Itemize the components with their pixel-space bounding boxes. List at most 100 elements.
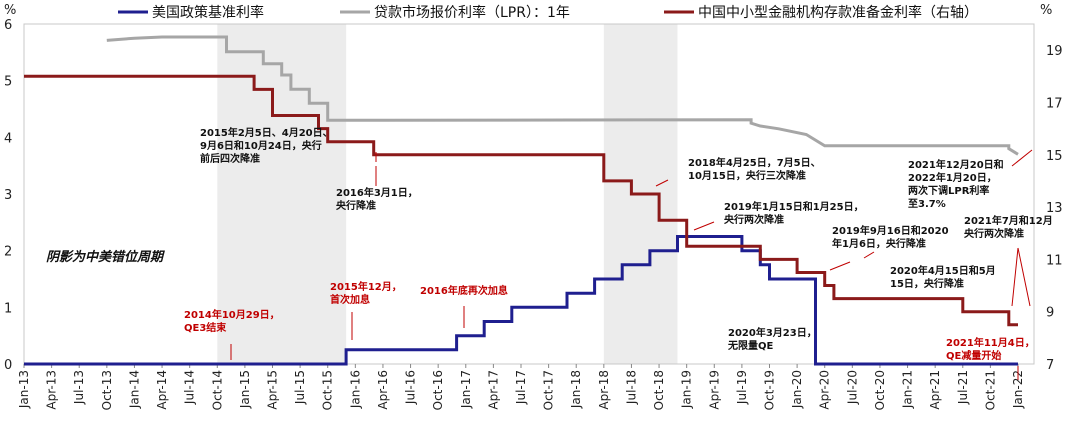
x-tick-label: Jan-21 [901,370,915,409]
right-tick-19: 19 [1046,44,1063,59]
x-tick-label: Jan-22 [1011,370,1025,409]
x-tick-label: Apr-13 [45,370,59,410]
annotation-arrow-5 [829,261,851,271]
x-tick-label: Oct-14 [210,370,224,410]
right-tick-13: 13 [1046,201,1063,216]
annotation-a2-line-2: 央行降准 [336,199,376,212]
annotation-a9-line-2: 无限量QE [727,339,774,352]
series-line-1 [24,235,1018,366]
annotation-arrow-13 [1011,149,1033,167]
annotation-a7-line-2: 2022年1月20日， [908,171,997,184]
x-tick-label: Oct-21 [983,370,997,410]
left-tick-3: 3 [4,188,12,203]
shade-note: 阴影为中美错位周期 [46,249,165,265]
annotation-a4-line-1: 2019年1月15日和1月25日， [724,200,864,213]
annotation-a8-line-1: 2021年7月和12月 [964,214,1053,227]
annotation-arrow-6 [863,251,875,259]
annotation-r3-line-1: 2016年底再次加息 [420,284,508,297]
annotation-a5-line-2: 年1月6日，央行降准 [832,237,926,250]
annotation-r1-line-2: QE3结束 [184,321,227,334]
annotation-a2-line-1: 2016年3月1日， [336,186,418,199]
x-tick-label: Oct-17 [542,370,556,410]
x-tick-label: Apr-15 [266,370,280,410]
x-tick-label: Apr-18 [597,370,611,410]
annotation-r2-line-2: 首次加息 [330,293,370,306]
x-tick-label: Jul-15 [293,370,307,405]
left-tick-4: 4 [4,131,12,146]
annotation-a4-line-2: 央行两次降准 [724,213,784,226]
x-tick-label: Oct-16 [431,370,445,410]
x-tick-label: Oct-13 [100,370,114,410]
x-tick-label: Jan-13 [17,370,31,409]
x-tick-label: Jan-20 [790,370,804,409]
annotation-a8-line-2: 央行两次降准 [964,227,1024,240]
annotation-arrow-11 [1017,247,1031,307]
x-tick-label: Jan-16 [348,370,362,409]
annotation-a7-line-1: 2021年12月20日和 [908,158,1004,171]
x-tick-label: Apr-17 [486,370,500,410]
x-ticks: Jan-13 Apr-13 Jul-13 Oct-13 Jan-14 Apr-14 Jul-… [17,364,1025,410]
annotation-a5-line-1: 2019年9月16日和2020 [832,224,949,237]
left-tick-5: 5 [4,75,12,90]
right-tick-7: 7 [1046,358,1054,373]
x-tick-label: Jan-18 [569,370,583,409]
x-tick-label: Jul-16 [404,370,418,405]
annotation-r1-line-1: 2014年10月29日， [184,308,280,321]
annotation-a7-line-3: 两次下调LPR利率 [908,184,989,197]
left-tick-0: 0 [4,358,12,373]
x-tick-label: Apr-14 [155,370,169,410]
right-tick-11: 11 [1046,253,1063,268]
x-tick-label: Oct-19 [763,370,777,410]
legend-label-lpr: 贷款市场报价利率（LPR）：1年 [374,4,570,21]
series-group [24,35,1019,366]
plot-area [23,23,1035,365]
x-tick-label: Oct-18 [652,370,666,410]
annotation-arrow-3 [655,179,669,187]
series-line-3 [24,74,1018,327]
left-tick-6: 6 [4,18,12,33]
annotation-a3-line-2: 10月15日，央行三次降准 [688,169,806,182]
right-tick-17: 17 [1046,96,1063,111]
x-tick-label: Apr-16 [376,370,390,410]
annotation-a6-line-1: 2020年4月15日和5月 [890,264,996,277]
annotation-r4-line-2: QE减量开始 [946,349,1001,362]
annotation-a1-line-3: 前后四次降准 [200,152,260,165]
left-tick-1: 1 [4,301,12,316]
x-tick-label: Apr-19 [707,370,721,410]
x-tick-label: Jan-17 [459,370,473,409]
left-y-ticks: 0 1 2 3 4 5 6 [4,18,12,373]
annotation-a6-line-2: 15日，央行降准 [890,277,964,290]
right-tick-9: 9 [1046,306,1054,321]
right-axis-unit: % [1040,3,1052,18]
x-tick-label: Jan-14 [127,370,141,409]
shaded-period-1 [217,24,347,364]
annotation-a1-line-1: 2015年2月5日、4月20日、 [200,126,333,139]
x-tick-label: Jan-15 [238,370,252,409]
x-tick-label: Jul-21 [956,370,970,405]
annotation-r2-line-1: 2015年12月， [330,280,402,293]
x-tick-label: Apr-20 [818,370,832,410]
annotation-a3-line-1: 2018年4月25日，7月5日、 [688,156,821,169]
left-tick-2: 2 [4,245,12,260]
legend: 美国政策基准利率 贷款市场报价利率（LPR）：1年 中国中小型金融机构存款准备金… [118,4,978,21]
annotation-arrow-10 [1011,247,1019,307]
annotation-arrow-4 [693,221,715,231]
right-y-ticks: 7 9 11 13 15 17 19 [1046,44,1063,373]
series-line-2 [106,35,1019,156]
annotation-a9-line-1: 2020年3月23日， [728,326,817,339]
x-tick-label: Jul-20 [845,370,859,405]
annotation-a1-line-2: 9月6日和10月24日，央行 [200,139,322,152]
x-tick-label: Oct-20 [873,370,887,410]
legend-label-us: 美国政策基准利率 [152,4,264,21]
x-tick-label: Apr-21 [928,370,942,410]
x-tick-label: Jul-17 [514,370,528,405]
annotation-a7-line-4: 至3.7% [908,198,946,210]
x-tick-label: Jan-19 [680,370,694,409]
legend-label-rrr: 中国中小型金融机构存款准备金利率（右轴） [698,4,978,21]
x-tick-label: Jul-14 [183,370,197,405]
x-tick-label: Oct-15 [321,370,335,410]
right-tick-15: 15 [1046,149,1063,164]
x-tick-label: Jul-19 [735,370,749,405]
